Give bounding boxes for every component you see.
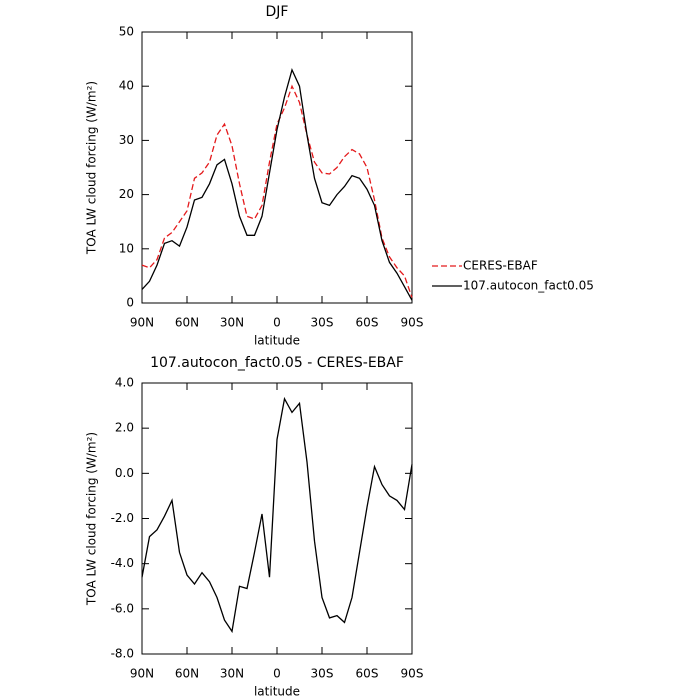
plot-frame	[141, 31, 413, 304]
data-line	[141, 396, 413, 634]
x-tick-label: 90S	[401, 316, 424, 330]
y-tick-label: -8.0	[111, 647, 134, 661]
y-axis-label: TOA LW cloud forcing (W/m²)	[85, 81, 99, 255]
y-tick-label: 20	[119, 187, 134, 201]
y-tick-label: 0.0	[115, 466, 134, 480]
x-tick-label: 60S	[356, 667, 379, 681]
x-tick-label: 90S	[401, 667, 424, 681]
y-tick-label: 2.0	[115, 421, 134, 435]
chart-title: DJF	[266, 4, 289, 20]
x-tick-label: 30N	[220, 316, 244, 330]
x-tick-label: 90N	[130, 316, 154, 330]
y-tick-label: -6.0	[111, 601, 134, 615]
x-tick-label: 30S	[311, 667, 334, 681]
x-tick-label: 60N	[175, 667, 199, 681]
data-line	[141, 84, 413, 298]
x-tick-label: 30N	[220, 667, 244, 681]
y-tick-label: -2.0	[111, 511, 134, 525]
y-tick-label: 50	[119, 25, 134, 39]
y-axis-label: TOA LW cloud forcing (W/m²)	[85, 432, 99, 606]
y-tick-label: 30	[119, 133, 134, 147]
y-tick-label: 40	[119, 79, 134, 93]
x-tick-label: 0	[273, 316, 281, 330]
chart-title: 107.autocon_fact0.05 - CERES-EBAF	[150, 355, 404, 371]
x-tick-label: 0	[273, 667, 281, 681]
y-tick-label: -4.0	[111, 556, 134, 570]
x-tick-label: 30S	[311, 316, 334, 330]
x-tick-label: 60N	[175, 316, 199, 330]
data-line	[141, 68, 413, 301]
plot-frame	[141, 382, 413, 655]
y-tick-label: 0	[126, 296, 134, 310]
legend-label: CERES-EBAF	[463, 259, 538, 273]
x-tick-label: 60S	[356, 316, 379, 330]
x-tick-label: 90N	[130, 667, 154, 681]
x-axis-label: latitude	[254, 685, 300, 699]
y-tick-label: 10	[119, 241, 134, 255]
x-axis-label: latitude	[254, 334, 300, 348]
legend-label: 107.autocon_fact0.05	[463, 279, 594, 293]
y-tick-label: 4.0	[115, 376, 134, 390]
